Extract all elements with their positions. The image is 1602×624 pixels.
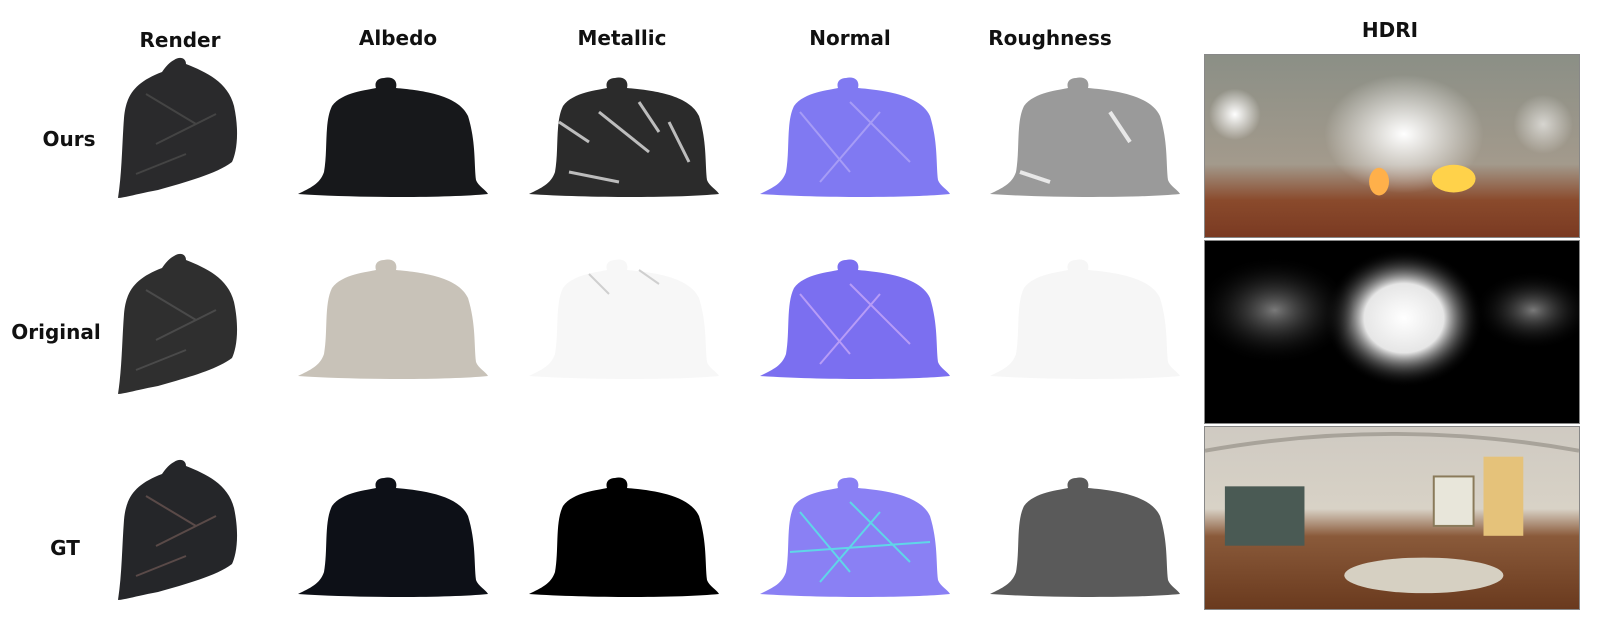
gt-roughness-image — [990, 472, 1180, 600]
bag-shape — [529, 259, 719, 379]
bag-shape — [990, 477, 1180, 597]
ours-metallic-image — [529, 72, 719, 200]
bag-shape — [760, 259, 950, 379]
column-header-metallic: Metallic — [577, 26, 667, 50]
original-normal-image — [760, 254, 950, 382]
bag-shape — [990, 259, 1180, 379]
original-metallic-image — [529, 254, 719, 382]
hdri-gt-image — [1204, 426, 1580, 610]
column-header-albedo: Albedo — [358, 26, 438, 50]
ours-albedo-image — [298, 72, 488, 200]
bag-shape — [118, 57, 238, 199]
column-header-hdri: HDRI — [1361, 18, 1419, 42]
column-header-normal: Normal — [809, 26, 891, 50]
gt-albedo-image — [298, 472, 488, 600]
bag-shape — [529, 77, 719, 197]
ours-normal-image — [760, 72, 950, 200]
bag-shape — [760, 477, 950, 597]
row-label-original: Original — [11, 320, 101, 344]
bag-shape — [760, 77, 950, 197]
gt-render-image — [116, 456, 242, 602]
bag-shape — [990, 77, 1180, 197]
bag-shape — [529, 477, 719, 597]
bag-shape — [118, 253, 238, 394]
gt-metallic-image — [529, 472, 719, 600]
column-header-render: Render — [139, 28, 221, 52]
bag-shape — [298, 259, 488, 379]
column-header-roughness: Roughness — [988, 26, 1112, 50]
bag-shape — [298, 477, 488, 597]
gt-normal-image — [760, 472, 950, 600]
original-roughness-image — [990, 254, 1180, 382]
ours-roughness-image — [990, 72, 1180, 200]
ours-render-image — [116, 54, 242, 200]
row-label-ours: Ours — [42, 127, 96, 151]
row-label-gt: GT — [50, 536, 80, 560]
bag-shape — [298, 77, 488, 197]
bag-shape — [118, 459, 238, 600]
hdri-ours-image — [1204, 54, 1580, 238]
hdri-original-image — [1204, 240, 1580, 424]
original-render-image — [116, 250, 242, 396]
original-albedo-image — [298, 254, 488, 382]
